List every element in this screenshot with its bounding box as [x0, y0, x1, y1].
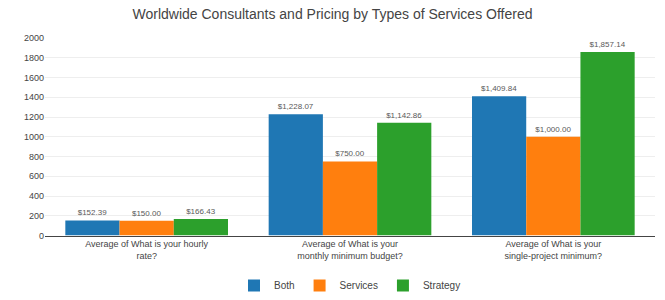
svg-text:1400: 1400 — [24, 92, 44, 102]
svg-text:1600: 1600 — [24, 73, 44, 83]
svg-text:Services: Services — [340, 280, 378, 291]
svg-text:600: 600 — [29, 171, 44, 181]
svg-text:Average of What is yourmonthly: Average of What is yourmonthly minimum b… — [297, 239, 403, 261]
svg-text:Average of What is your hourly: Average of What is your hourlyrate? — [85, 239, 208, 261]
svg-text:200: 200 — [29, 211, 44, 221]
svg-text:0: 0 — [39, 231, 44, 241]
svg-text:$150.00: $150.00 — [132, 209, 161, 218]
svg-text:Both: Both — [274, 280, 295, 291]
svg-text:1800: 1800 — [24, 53, 44, 63]
svg-text:$166.43: $166.43 — [186, 207, 215, 216]
svg-text:$1,000.00: $1,000.00 — [535, 125, 571, 134]
svg-text:$1,857.14: $1,857.14 — [589, 40, 625, 49]
svg-text:Average of What is yoursingle-: Average of What is yoursingle-project mi… — [505, 239, 603, 261]
svg-text:1000: 1000 — [24, 132, 44, 142]
svg-text:400: 400 — [29, 191, 44, 201]
svg-text:1200: 1200 — [24, 112, 44, 122]
svg-text:$750.00: $750.00 — [335, 149, 364, 158]
svg-text:$1,409.84: $1,409.84 — [481, 84, 517, 93]
svg-text:800: 800 — [29, 152, 44, 162]
svg-text:Strategy: Strategy — [423, 280, 460, 291]
svg-text:$1,142.86: $1,142.86 — [386, 111, 422, 120]
svg-text:Worldwide Consultants and Pric: Worldwide Consultants and Pricing by Typ… — [133, 6, 533, 22]
svg-text:$1,228.07: $1,228.07 — [278, 102, 314, 111]
svg-text:2000: 2000 — [24, 33, 44, 43]
svg-text:$152.39: $152.39 — [78, 208, 107, 217]
